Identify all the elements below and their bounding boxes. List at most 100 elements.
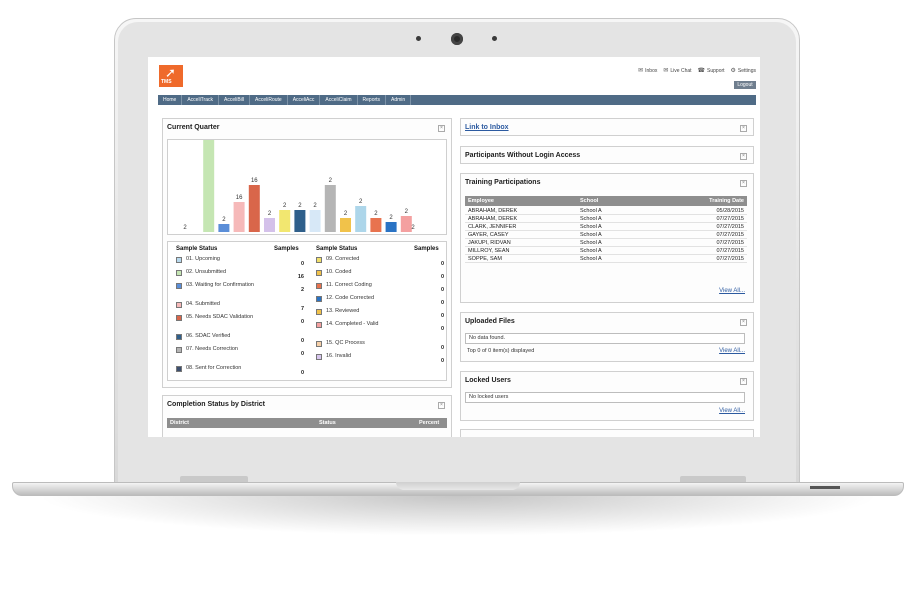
locked-users-view-all-link[interactable]: View All... — [719, 408, 745, 414]
legend-label: 13. Reviewed — [326, 308, 360, 314]
legend-swatch — [176, 315, 182, 321]
chart-bar[interactable] — [218, 224, 230, 232]
toplink-support[interactable]: ☎ Support — [698, 67, 725, 74]
table-row[interactable]: JAKUPI, RIDVAN School A 07/27/2015 — [465, 239, 747, 247]
chart-bar[interactable] — [324, 185, 336, 232]
chart-bar-label: 2 — [344, 211, 348, 217]
nav-acceliacc[interactable]: AcceliAcc — [288, 95, 321, 105]
chart-bar[interactable] — [340, 218, 351, 232]
training-date-cell: 07/27/2015 — [716, 216, 744, 222]
table-row[interactable]: GAYER, CASEY School A 07/27/2015 — [465, 231, 747, 239]
column-district[interactable]: District — [170, 420, 189, 426]
nav-home[interactable]: Home — [158, 95, 183, 105]
table-row[interactable]: ABRAHAM, DEREK School A 07/27/2015 — [465, 215, 747, 223]
table-row[interactable]: ABRAHAM, DEREK School A 05/28/2015 — [465, 207, 747, 215]
table-row[interactable]: CLARK, JENNIFER School A 07/27/2015 — [465, 223, 747, 231]
chart-bar[interactable] — [279, 210, 291, 232]
legend-item: 11. Correct Coding 0 — [316, 282, 446, 294]
chart-bar[interactable] — [294, 210, 306, 232]
chart-bar[interactable] — [264, 218, 275, 232]
toplink-inbox[interactable]: ✉ Inbox — [638, 67, 657, 74]
legend-label: 10. Coded — [326, 269, 352, 275]
chart-bar[interactable] — [309, 210, 321, 232]
nav-acceliclaim[interactable]: AcceliClaim — [320, 95, 358, 105]
legend-item: 05. Needs SDAC Validation 0 — [176, 314, 306, 326]
locked-users-empty-box: No locked users — [465, 392, 745, 403]
legend-item: 12. Code Corrected 0 — [316, 295, 446, 307]
nav-accelitrack[interactable]: AcceliTrack — [182, 95, 219, 105]
nav-reports[interactable]: Reports — [358, 95, 387, 105]
link-to-inbox[interactable]: Link to Inbox — [465, 124, 509, 131]
table-header: Employee School Training Date — [465, 196, 747, 206]
logout-button[interactable]: Logout — [734, 81, 756, 89]
column-employee[interactable]: Employee — [468, 198, 494, 204]
legend-swatch — [176, 302, 182, 308]
close-icon[interactable]: × — [740, 153, 747, 160]
table-row[interactable]: SOPPE, SAM School A 07/27/2015 — [465, 255, 747, 263]
close-icon[interactable]: × — [740, 180, 747, 187]
column-training-date[interactable]: Training Date — [709, 198, 744, 204]
legend-item: 13. Reviewed 0 — [316, 308, 446, 320]
close-icon[interactable]: × — [438, 125, 445, 132]
table-row[interactable]: MILLROY, SEAN School A 07/27/2015 — [465, 247, 747, 255]
close-icon[interactable]: × — [740, 378, 747, 385]
legend-count: 0 — [300, 338, 304, 344]
chart-bar[interactable] — [400, 216, 412, 232]
employee-cell: GAYER, CASEY — [468, 232, 509, 238]
chart-bar[interactable] — [248, 185, 260, 232]
camera-sensor-right — [492, 36, 497, 41]
chart-bar-label: 2 — [405, 209, 409, 215]
close-icon[interactable]: × — [740, 125, 747, 132]
status-legend: Sample Status Samples Sample Status Samp… — [167, 241, 447, 381]
training-view-all-link[interactable]: View All... — [719, 288, 745, 294]
panel-title: Uploaded Files — [465, 318, 515, 325]
uploaded-files-view-all-link[interactable]: View All... — [719, 348, 745, 354]
chart-bar[interactable] — [385, 222, 397, 232]
app-logo[interactable]: ➚ TMS — [159, 65, 183, 87]
chart-bar[interactable] — [370, 218, 382, 232]
legend-count: 0 — [300, 319, 304, 325]
legend-swatch — [316, 283, 322, 289]
chart-bar-label: 2 — [389, 215, 393, 221]
legend-swatch — [316, 296, 322, 302]
panel-title: Current Quarter — [167, 124, 220, 131]
legend-label: 15. QC Process — [326, 340, 365, 346]
chart-bar[interactable] — [355, 206, 367, 232]
gear-icon: ⚙ — [730, 68, 736, 74]
close-icon[interactable]: × — [438, 402, 445, 409]
nav-admin[interactable]: Admin — [386, 95, 412, 105]
nav-accelibill[interactable]: AcceliBill — [219, 95, 251, 105]
logo-text: TMS — [161, 79, 172, 85]
chart-bar[interactable] — [233, 202, 245, 232]
legend-item: 01. Upcoming 0 — [176, 256, 306, 268]
legend-swatch — [176, 334, 182, 340]
table-header: District Status Percent — [167, 418, 447, 428]
legend-item: 02. Unsubmitted 16 — [176, 269, 306, 281]
toplink-live-chat[interactable]: ✉ Live Chat — [663, 67, 691, 74]
training-date-cell: 07/27/2015 — [716, 224, 744, 230]
panel-title: Training Participations — [465, 179, 541, 186]
legend-label: 01. Upcoming — [186, 256, 220, 262]
laptop-hinge-left — [180, 476, 248, 483]
column-status[interactable]: Status — [319, 420, 336, 426]
legend-count: 0 — [440, 326, 444, 332]
close-icon[interactable]: × — [740, 319, 747, 326]
employee-cell: ABRAHAM, DEREK — [468, 208, 518, 214]
chart-bar-label: 16 — [236, 195, 243, 201]
laptop-port — [810, 486, 840, 489]
laptop-shadow — [36, 496, 880, 536]
legend-header-status: Sample Status — [176, 246, 218, 252]
nav-acceliroute[interactable]: AcceliRoute — [250, 95, 288, 105]
column-school[interactable]: School — [580, 198, 599, 204]
legend-label: 09. Corrected — [326, 256, 360, 262]
chart-bar[interactable] — [203, 140, 215, 232]
legend-item: 16. Invalid 0 — [316, 353, 446, 365]
chart-bar-label: 2 — [359, 199, 363, 205]
legend-swatch — [176, 283, 182, 289]
legend-count: 0 — [440, 274, 444, 280]
toplink-label: Inbox — [645, 68, 658, 74]
toplink-settings[interactable]: ⚙ Settings — [731, 67, 756, 74]
column-percent[interactable]: Percent — [419, 420, 440, 426]
toplink-label: Live Chat — [670, 68, 692, 74]
toplink-label: Support — [707, 68, 725, 74]
